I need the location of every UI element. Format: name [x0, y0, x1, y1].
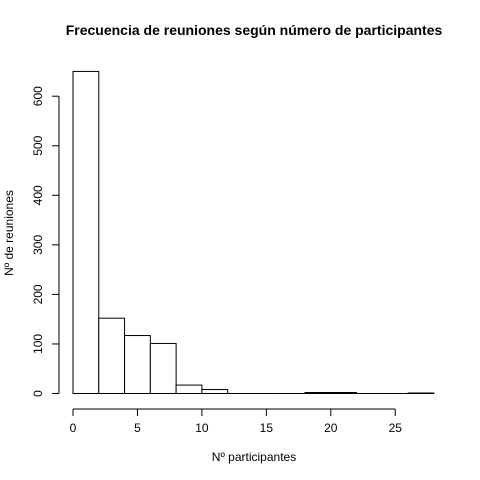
x-axis-label: Nº participantes — [212, 450, 296, 464]
histogram-bar-2 — [124, 335, 151, 394]
histogram-bar-5 — [201, 389, 229, 395]
histogram-bar-9 — [304, 392, 332, 395]
y-axis-label: Nº de reuniones — [2, 190, 16, 276]
x-tick-label-25: 25 — [389, 421, 403, 435]
histogram-bar-1 — [98, 317, 126, 394]
y-tick-label-600: 600 — [31, 86, 45, 106]
x-tick-label-5: 5 — [134, 421, 141, 435]
x-axis: 0 5 10 15 20 25 — [70, 408, 403, 435]
y-tick-label-200: 200 — [31, 284, 45, 304]
histogram-bar-0 — [72, 70, 100, 395]
chart-title: Frecuencia de reuniones según número de … — [66, 22, 443, 38]
y-tick-label-0: 0 — [31, 390, 45, 397]
histogram-bar-10 — [330, 392, 358, 395]
y-tick-label-300: 300 — [31, 235, 45, 255]
bars-group — [72, 70, 435, 395]
x-tick-label-20: 20 — [324, 421, 338, 435]
histogram-bar-4 — [175, 384, 203, 395]
x-tick-label-10: 10 — [195, 421, 209, 435]
histogram-bar-3 — [149, 342, 177, 394]
x-tick-label-15: 15 — [260, 421, 274, 435]
y-tick-label-100: 100 — [31, 334, 45, 354]
y-tick-label-500: 500 — [31, 135, 45, 155]
y-axis: 0 100 200 300 400 500 600 — [31, 86, 60, 397]
y-tick-label-400: 400 — [31, 185, 45, 205]
x-tick-label-0: 0 — [70, 421, 77, 435]
